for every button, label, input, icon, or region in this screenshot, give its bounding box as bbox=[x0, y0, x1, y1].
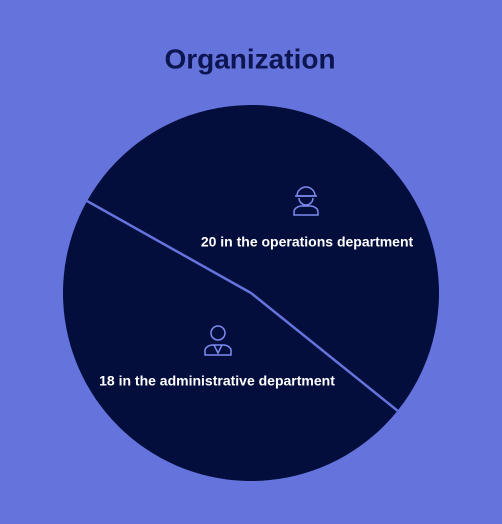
slice-divider bbox=[250, 292, 399, 412]
slice-divider bbox=[86, 199, 252, 295]
slice-label: 18 in the administrative department bbox=[99, 373, 335, 389]
worker-icon bbox=[293, 186, 319, 216]
pie-slice bbox=[63, 200, 398, 481]
person-icon bbox=[204, 325, 232, 356]
slice-label: 20 in the operations department bbox=[201, 234, 414, 250]
chart-title: Organization bbox=[164, 43, 335, 74]
pie-slice bbox=[87, 104, 440, 411]
pie bbox=[63, 104, 440, 481]
